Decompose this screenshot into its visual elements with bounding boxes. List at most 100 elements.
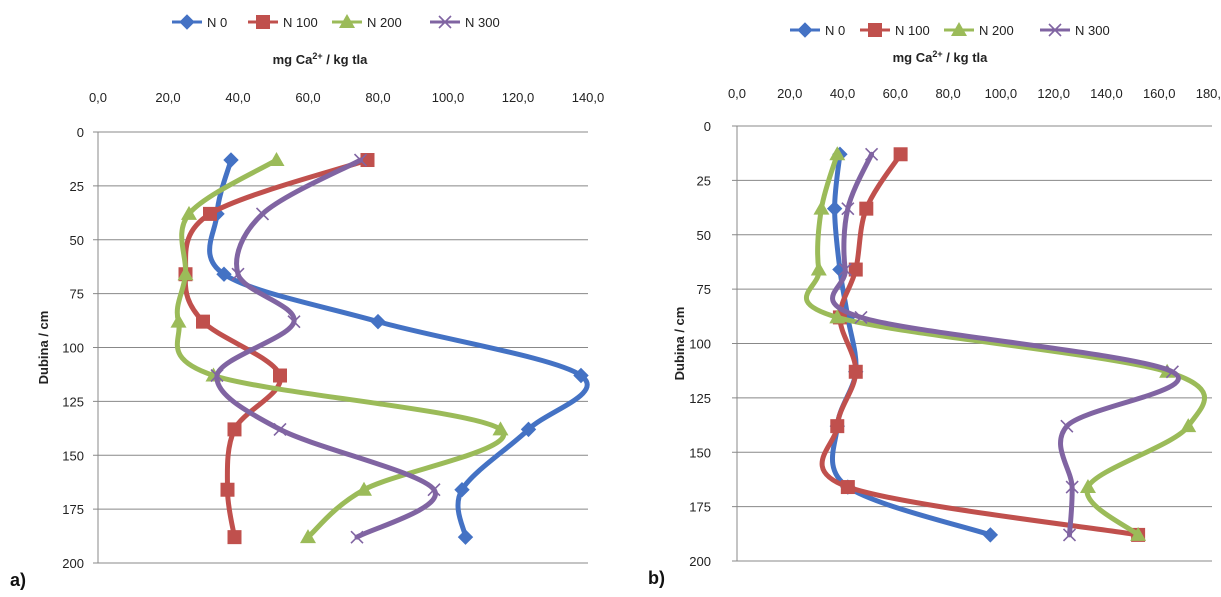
- data-point: [848, 364, 863, 379]
- y-tick-label: 100: [62, 341, 84, 356]
- series-line: [830, 151, 1181, 538]
- y-tick-label: 100: [689, 337, 711, 352]
- data-point: [223, 152, 239, 168]
- x-tick-label: 180,0: [1196, 86, 1221, 101]
- series-n200: [803, 146, 1207, 541]
- data-point: [848, 262, 863, 277]
- chart-panel-a: 0 25 50 75 100 125 150 175 200 0,0 20,0 40,0 60,0 80,…: [10, 14, 604, 590]
- legend-marker: [179, 14, 195, 30]
- data-point: [268, 152, 285, 167]
- y-tick-label: 0: [704, 119, 711, 134]
- chart-panel-b: 0 25 50 75 100 125 150 175 200 0,0 20,0 40,0 60,0 80,…: [648, 22, 1221, 588]
- y-tick-label: 125: [689, 391, 711, 406]
- y-tick-label: 25: [70, 179, 84, 194]
- series-n100: [819, 147, 1146, 542]
- y-tick-label: 75: [70, 287, 84, 302]
- x-tick-label: 0,0: [728, 86, 746, 101]
- data-point: [181, 205, 197, 220]
- series-n100: [178, 153, 375, 545]
- data-point: [350, 530, 364, 544]
- data-point: [170, 313, 187, 328]
- legend-entry: N 300: [1040, 23, 1110, 38]
- x-tick-label: 120,0: [502, 90, 535, 105]
- series-line: [803, 151, 1207, 538]
- legend-marker: [951, 22, 967, 36]
- x-tick-label: 40,0: [830, 86, 855, 101]
- legend-label: N 300: [1075, 23, 1110, 38]
- data-point: [573, 367, 589, 384]
- data-point: [1079, 479, 1096, 494]
- data-point: [982, 527, 999, 543]
- data-point: [854, 310, 868, 324]
- y-tick-label: 50: [70, 233, 84, 248]
- data-point: [227, 422, 242, 437]
- x-tick-label: 20,0: [777, 86, 802, 101]
- series-line: [207, 157, 590, 540]
- x-tick-label: 140,0: [572, 90, 605, 105]
- data-point: [1062, 528, 1077, 542]
- x-tick-label: 60,0: [295, 90, 320, 105]
- data-point: [210, 368, 224, 383]
- y-tick-label: 125: [62, 394, 84, 409]
- data-point: [177, 266, 194, 281]
- legend-marker: [339, 14, 355, 28]
- data-point: [353, 153, 368, 167]
- data-point: [865, 147, 879, 161]
- legend-label: N 300: [465, 15, 500, 30]
- y-tick-label: 175: [689, 500, 711, 515]
- y-tick-label: 150: [689, 445, 711, 460]
- data-point: [287, 315, 301, 329]
- data-point: [1165, 365, 1179, 379]
- panel-label: b): [648, 568, 665, 588]
- data-point: [840, 480, 855, 495]
- legend-entry: N 200: [944, 22, 1014, 38]
- legend-entry: N 100: [248, 15, 318, 30]
- legend-marker: [256, 15, 270, 29]
- legend-entry: N 0: [790, 22, 845, 38]
- data-point: [300, 529, 316, 544]
- data-point: [231, 267, 245, 281]
- x-axis-label: mg Ca2+ / kg tla: [273, 51, 369, 67]
- x-tick-label: 160,0: [1143, 86, 1176, 101]
- x-tick-label: 0,0: [89, 90, 107, 105]
- legend-marker: [1048, 23, 1062, 37]
- y-tick-label: 50: [697, 228, 711, 243]
- data-point: [810, 261, 827, 276]
- data-point: [370, 313, 386, 330]
- data-point: [1065, 480, 1079, 494]
- legend-marker: [868, 23, 882, 37]
- data-point: [1180, 418, 1197, 433]
- data-point: [1130, 526, 1147, 541]
- legend-label: N 100: [283, 15, 318, 30]
- series-n300: [210, 153, 441, 544]
- data-point: [454, 482, 470, 498]
- data-point: [273, 422, 287, 436]
- x-tick-label: 100,0: [432, 90, 465, 105]
- x-axis-label: mg Ca2+ / kg tla: [893, 49, 989, 65]
- y-tick-label: 175: [62, 502, 84, 517]
- x-tick-label: 100,0: [985, 86, 1018, 101]
- y-tick-label: 200: [689, 554, 711, 569]
- data-point: [859, 201, 874, 216]
- y-tick-label: 200: [62, 556, 84, 571]
- legend-marker: [797, 22, 813, 38]
- panel-label: a): [10, 570, 26, 590]
- y-tick-label: 150: [62, 448, 84, 463]
- data-point: [829, 146, 846, 161]
- legend-entry: N 100: [860, 23, 930, 38]
- data-point: [829, 309, 846, 324]
- data-point: [826, 200, 843, 217]
- data-point: [356, 481, 372, 496]
- data-point: [220, 482, 235, 497]
- legend-entry: N 200: [332, 14, 402, 30]
- data-point: [196, 314, 210, 329]
- data-point: [216, 266, 232, 282]
- y-axis-label: Dubina / cm: [672, 307, 687, 381]
- x-tick-label: 40,0: [225, 90, 250, 105]
- legend-label: N 200: [979, 23, 1014, 38]
- x-tick-label: 80,0: [935, 86, 960, 101]
- series-line: [830, 151, 993, 538]
- y-tick-label: 25: [697, 173, 711, 188]
